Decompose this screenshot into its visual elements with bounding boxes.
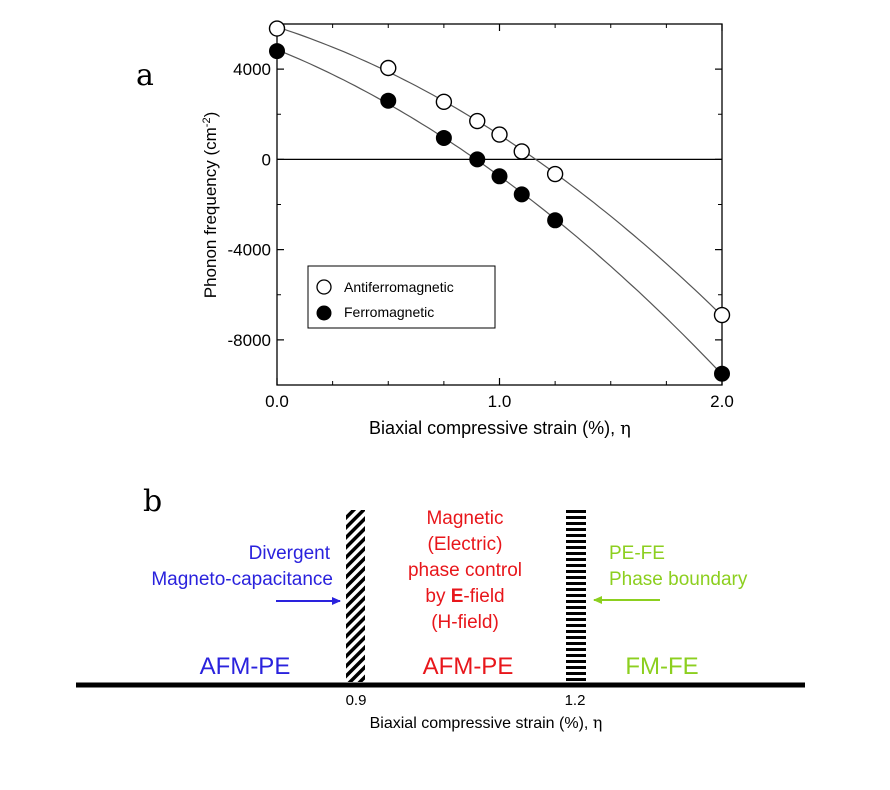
- annotation-h-field: (H-field): [431, 612, 499, 633]
- y-tick-label: 0: [262, 150, 271, 169]
- annotation-magnetic: Magnetic: [426, 508, 503, 529]
- point-afm: [513, 143, 530, 160]
- point-fm: [491, 168, 508, 185]
- tick-labels: 0.0 1.0 2.0 4000 0 -4000 -8000: [228, 60, 734, 411]
- region-label-middle: AFM-PE: [423, 653, 514, 680]
- annotation-magneto-capacitance: Magneto-capacitance: [151, 569, 333, 590]
- x-tick-label: 2.0: [710, 392, 734, 411]
- annotation-by-e-field: by E-field: [425, 586, 504, 607]
- region-label-left: AFM-PE: [200, 653, 291, 680]
- panel-letter-a: a: [136, 58, 154, 93]
- legend-marker-fm: [316, 305, 332, 321]
- panel-b-diagram: 0.9 1.2 Biaxial compressive strain (%), …: [76, 508, 805, 732]
- point-fm: [269, 43, 285, 60]
- boundary-label-1-2: 1.2: [565, 692, 586, 709]
- strain-axis-label: Biaxial compressive strain (%), η: [370, 713, 603, 732]
- y-tick-label: -4000: [228, 241, 271, 260]
- point-afm: [268, 20, 286, 37]
- legend: Antiferromagnetic Ferromagnetic: [307, 265, 496, 329]
- y-tick-label: -8000: [228, 331, 271, 350]
- point-fm: [513, 186, 530, 203]
- point-afm: [469, 112, 486, 130]
- y-tick-label: 4000: [233, 60, 271, 79]
- y-axis-label: Phonon frequency (cm-2): [201, 112, 220, 299]
- boundary-1-2-striped: [566, 510, 586, 682]
- x-axis-label: Biaxial compressive strain (%), η: [369, 418, 631, 439]
- panel-letter-b: b: [143, 484, 162, 519]
- point-fm: [714, 365, 730, 382]
- boundary-0-9-hatched: [346, 510, 365, 682]
- point-afm: [713, 306, 731, 324]
- annotation-phase-boundary: Phase boundary: [609, 569, 748, 590]
- x-tick-label: 0.0: [265, 392, 289, 411]
- data-points: [268, 20, 731, 382]
- point-afm: [491, 126, 508, 143]
- plot-frame: [276, 23, 723, 386]
- annotation-divergent: Divergent: [249, 543, 331, 564]
- point-afm: [380, 59, 397, 77]
- legend-label-afm: Antiferromagnetic: [344, 279, 454, 295]
- point-fm: [380, 92, 397, 109]
- boundary-label-0-9: 0.9: [346, 692, 367, 709]
- region-label-right: FM-FE: [625, 653, 698, 680]
- point-afm: [546, 165, 564, 183]
- x-tick-label: 1.0: [488, 392, 512, 411]
- annotation-pe-fe: PE-FE: [609, 543, 665, 564]
- legend-box: [307, 265, 496, 329]
- point-afm: [435, 93, 453, 111]
- point-fm: [469, 151, 486, 168]
- tick-marks: [276, 24, 723, 385]
- point-fm: [547, 212, 564, 229]
- point-fm: [435, 129, 452, 146]
- annotation-phase-control: phase control: [408, 560, 522, 581]
- legend-marker-afm: [316, 279, 332, 295]
- annotation-electric: (Electric): [428, 534, 503, 555]
- legend-label-fm: Ferromagnetic: [344, 304, 434, 320]
- panel-a-chart: 0.0 1.0 2.0 4000 0 -4000 -8000 Phonon frequenc…: [201, 20, 734, 439]
